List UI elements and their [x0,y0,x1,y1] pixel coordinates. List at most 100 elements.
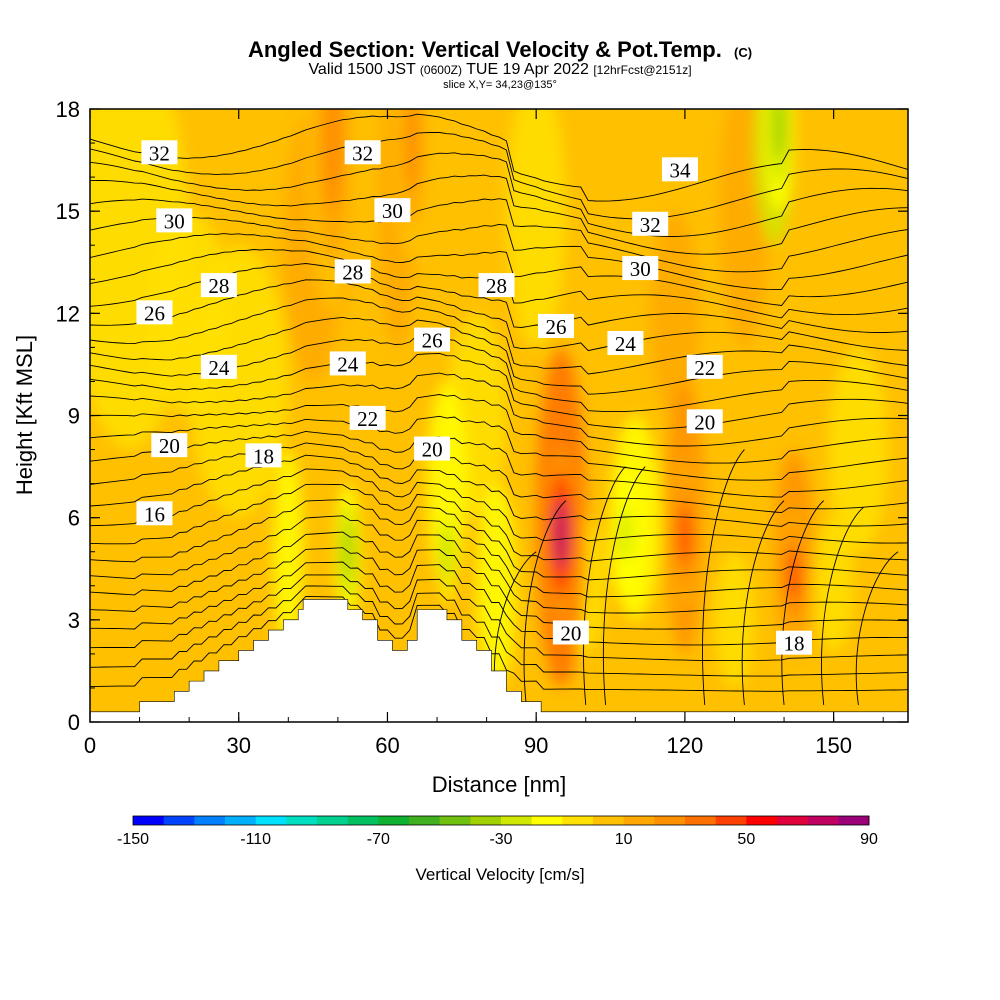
colorbar-segment [378,816,410,825]
velocity-core [405,109,420,191]
isentrope-label-text: 32 [149,141,170,165]
y-tick-label: 6 [68,506,80,531]
isentrope-label: 26 [136,300,173,325]
isentrope-line [90,394,908,464]
isentrope-label: 20 [414,436,451,462]
isentrope-label: 22 [349,405,386,431]
isentropes [90,113,908,706]
colorbar-tick-label: -70 [367,831,390,848]
colorbar-segment [409,816,441,825]
isentrope-label: 16 [136,501,173,526]
x-tick-label: 90 [524,733,548,758]
isentrope-line [90,415,908,481]
velocity-core [787,548,800,603]
subtitle-date: TUE 19 Apr 2022 [466,61,589,78]
isentrope-line [90,454,908,527]
isentrope-line [90,531,908,614]
isentrope-label-text: 32 [352,141,373,165]
title-main: Angled Section: Vertical Velocity & Pot.… [248,37,722,62]
isentrope-label-bg [200,273,237,298]
colorbar [132,815,870,826]
isentrope-label-bg [686,354,723,379]
isentrope-label-bg [136,300,173,325]
isentrope-label: 26 [538,313,575,339]
isentrope-line [90,353,908,430]
isentrope-label-bg [686,409,723,434]
y-tick-label: 12 [56,301,80,326]
colorbar-segment [746,816,778,825]
colorbar-segment [623,816,655,825]
isentrope-label-text: 16 [144,502,165,526]
isentrope-line [90,113,908,202]
isentrope-line [90,547,908,630]
isentrope-line [90,483,908,562]
chart-subtitle: Valid 1500 JST (0600Z) TUE 19 Apr 2022 [… [308,61,691,78]
isentrope-line [90,174,908,255]
isentrope-label-text: 26 [144,301,165,325]
chart-title: Angled Section: Vertical Velocity & Pot.… [248,37,752,62]
isentrope-label-bg [141,140,178,165]
colorbar-segment [838,816,870,825]
title-unit: (C) [734,45,752,60]
isentrope-label-text: 32 [640,213,661,237]
colorbar-frame [132,815,870,826]
colorbar-segment [777,816,809,825]
x-tick-label: 120 [667,733,704,758]
velocity-core [619,507,632,562]
velocity-core [322,109,343,212]
isentrope-line [90,430,908,498]
colorbar-segment [286,816,318,825]
field-blob [506,109,567,348]
isentrope-line [90,216,908,290]
isentrope-label: 22 [686,354,723,380]
x-tick-label: 150 [815,733,852,758]
x-axis-label: Distance [nm] [432,772,567,797]
isentrope-line [90,372,908,447]
subtitle-z: (0600Z) [420,63,462,77]
isentrope-label: 20 [552,620,589,645]
colorbar-tick-label: -110 [240,831,271,848]
colorbar-segment [501,816,533,825]
isentrope-label-text: 20 [422,438,443,462]
isentrope-label: 18 [775,630,812,656]
y-axis: 0 3 6 9 12 15 18 [56,97,908,735]
isentrope-label-bg [414,327,451,352]
isentrope-line [90,279,908,352]
isentrope-line [90,198,908,273]
isentrope-line [90,596,908,692]
isentrope-line [741,500,785,706]
colorbar-tick-label: 90 [860,831,878,848]
y-tick-label: 15 [56,199,80,224]
isentrope-label: 32 [632,211,669,237]
colorbar-segment [470,816,502,825]
isentrope-label-text: 24 [337,352,359,376]
terrain [90,599,908,722]
colorbar-segment [439,816,471,825]
isentrope-label: 26 [414,327,451,353]
isentrope-line [90,297,908,375]
colorbar-segment [347,816,379,825]
isentrope-line [90,442,908,514]
isentrope-label-bg [632,211,669,236]
isentrope-label: 18 [245,443,282,468]
isentrope-label-text: 30 [630,257,651,281]
isentrope-label-bg [329,351,366,376]
colorbar-tick-label: 50 [737,831,755,848]
colorbar-ticks: -150 -110 -70 -30 10 50 90 [117,831,878,848]
colorbar-segment [562,816,594,825]
isentrope-labels: 16 18 20 20 20 20 18 22 22 24 24 24 26 26 26 28 28 28 30 30… [136,140,812,656]
isentrope-label: 34 [661,157,698,182]
colorbar-segment [163,816,195,825]
isentrope-label: 20 [686,409,723,434]
chart-slice-info: slice X,Y= 34,23@135° [443,79,557,91]
isentrope-label-bg [622,256,659,281]
colorbar-segment [654,816,686,825]
colorbar-segment [225,816,257,825]
x-tick-label: 0 [84,733,96,758]
subtitle-valid: Valid 1500 JST [308,61,416,78]
colorbar-segment [255,816,287,825]
isentrope-label-bg [538,313,575,338]
isentrope-label-text: 24 [615,332,637,356]
isentrope-label: 32 [141,140,178,165]
isentrope-label-text: 20 [694,410,715,434]
